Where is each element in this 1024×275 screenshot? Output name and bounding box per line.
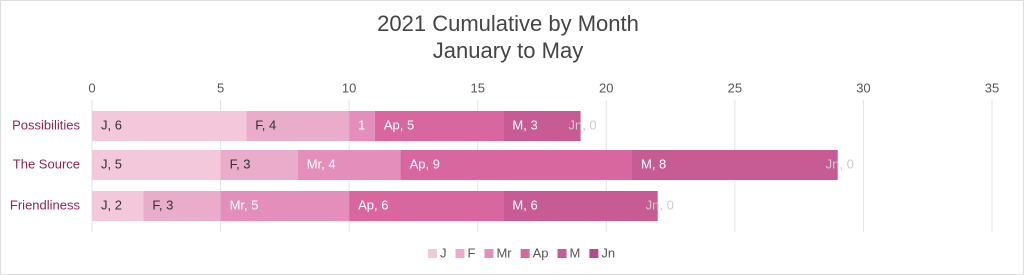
- data-label: Ap, 9: [410, 156, 440, 171]
- data-label: M, 3: [512, 117, 537, 132]
- legend-label: J: [440, 245, 447, 260]
- legend-label: M: [570, 245, 581, 260]
- legend-label: F: [468, 245, 476, 260]
- legend-swatch: [589, 249, 599, 258]
- x-tick-label: 15: [470, 80, 484, 95]
- bar-segment: [349, 111, 375, 141]
- data-label: 1: [358, 117, 365, 132]
- data-label: M, 8: [641, 156, 666, 171]
- x-tick-label: 35: [985, 80, 999, 95]
- bar-segment: [400, 150, 632, 180]
- bar-segment: [220, 191, 350, 221]
- bar-segment: [349, 191, 504, 221]
- x-tick-label: 5: [217, 80, 224, 95]
- x-tick-label: 10: [342, 80, 356, 95]
- x-tick-label: 30: [856, 80, 870, 95]
- legend-swatch: [455, 249, 465, 258]
- legend-label: Ap: [533, 245, 549, 260]
- bar-segment: [632, 150, 838, 180]
- x-tick-label: 0: [88, 80, 95, 95]
- data-label: Jn, 0: [826, 156, 854, 171]
- bar-segment: [92, 191, 144, 221]
- data-label: F, 4: [255, 117, 276, 132]
- y-tick-label: The Source: [13, 156, 80, 171]
- data-label: Mr, 4: [307, 156, 336, 171]
- chart-subtitle: January to May: [433, 38, 583, 63]
- data-label: M, 6: [512, 197, 537, 212]
- data-label: F, 3: [230, 156, 251, 171]
- data-label: Ap, 6: [358, 197, 388, 212]
- data-label: J, 2: [101, 197, 122, 212]
- bar-segment: [92, 111, 247, 141]
- data-label: F, 3: [152, 197, 173, 212]
- legend-label: Mr: [496, 245, 512, 260]
- bar-segment: [374, 111, 504, 141]
- data-label: J, 5: [101, 156, 122, 171]
- x-tick-label: 25: [728, 80, 742, 95]
- data-label: J, 6: [101, 117, 122, 132]
- y-tick-label: Friendliness: [10, 197, 81, 212]
- x-tick-label: 20: [599, 80, 613, 95]
- bar-segment: [246, 111, 350, 141]
- bar-segment: [503, 111, 581, 141]
- data-label: Ap, 5: [384, 117, 414, 132]
- legend-label: Jn: [601, 245, 615, 260]
- legend-swatch: [484, 249, 494, 258]
- legend-swatch: [428, 249, 437, 258]
- legend-swatch: [557, 249, 567, 258]
- bar-segment: [297, 150, 401, 180]
- bar-segment: [503, 191, 658, 221]
- bar-segment: [92, 150, 221, 180]
- legend-swatch: [520, 249, 530, 258]
- chart-title: 2021 Cumulative by Month: [377, 11, 639, 36]
- data-label: Jn, 0: [646, 197, 674, 212]
- data-label: Mr, 5: [230, 197, 259, 212]
- y-tick-label: Possibilities: [12, 117, 80, 132]
- bar-segment: [143, 191, 221, 221]
- bar-segment: [220, 150, 298, 180]
- data-label: Jn, 0: [568, 117, 596, 132]
